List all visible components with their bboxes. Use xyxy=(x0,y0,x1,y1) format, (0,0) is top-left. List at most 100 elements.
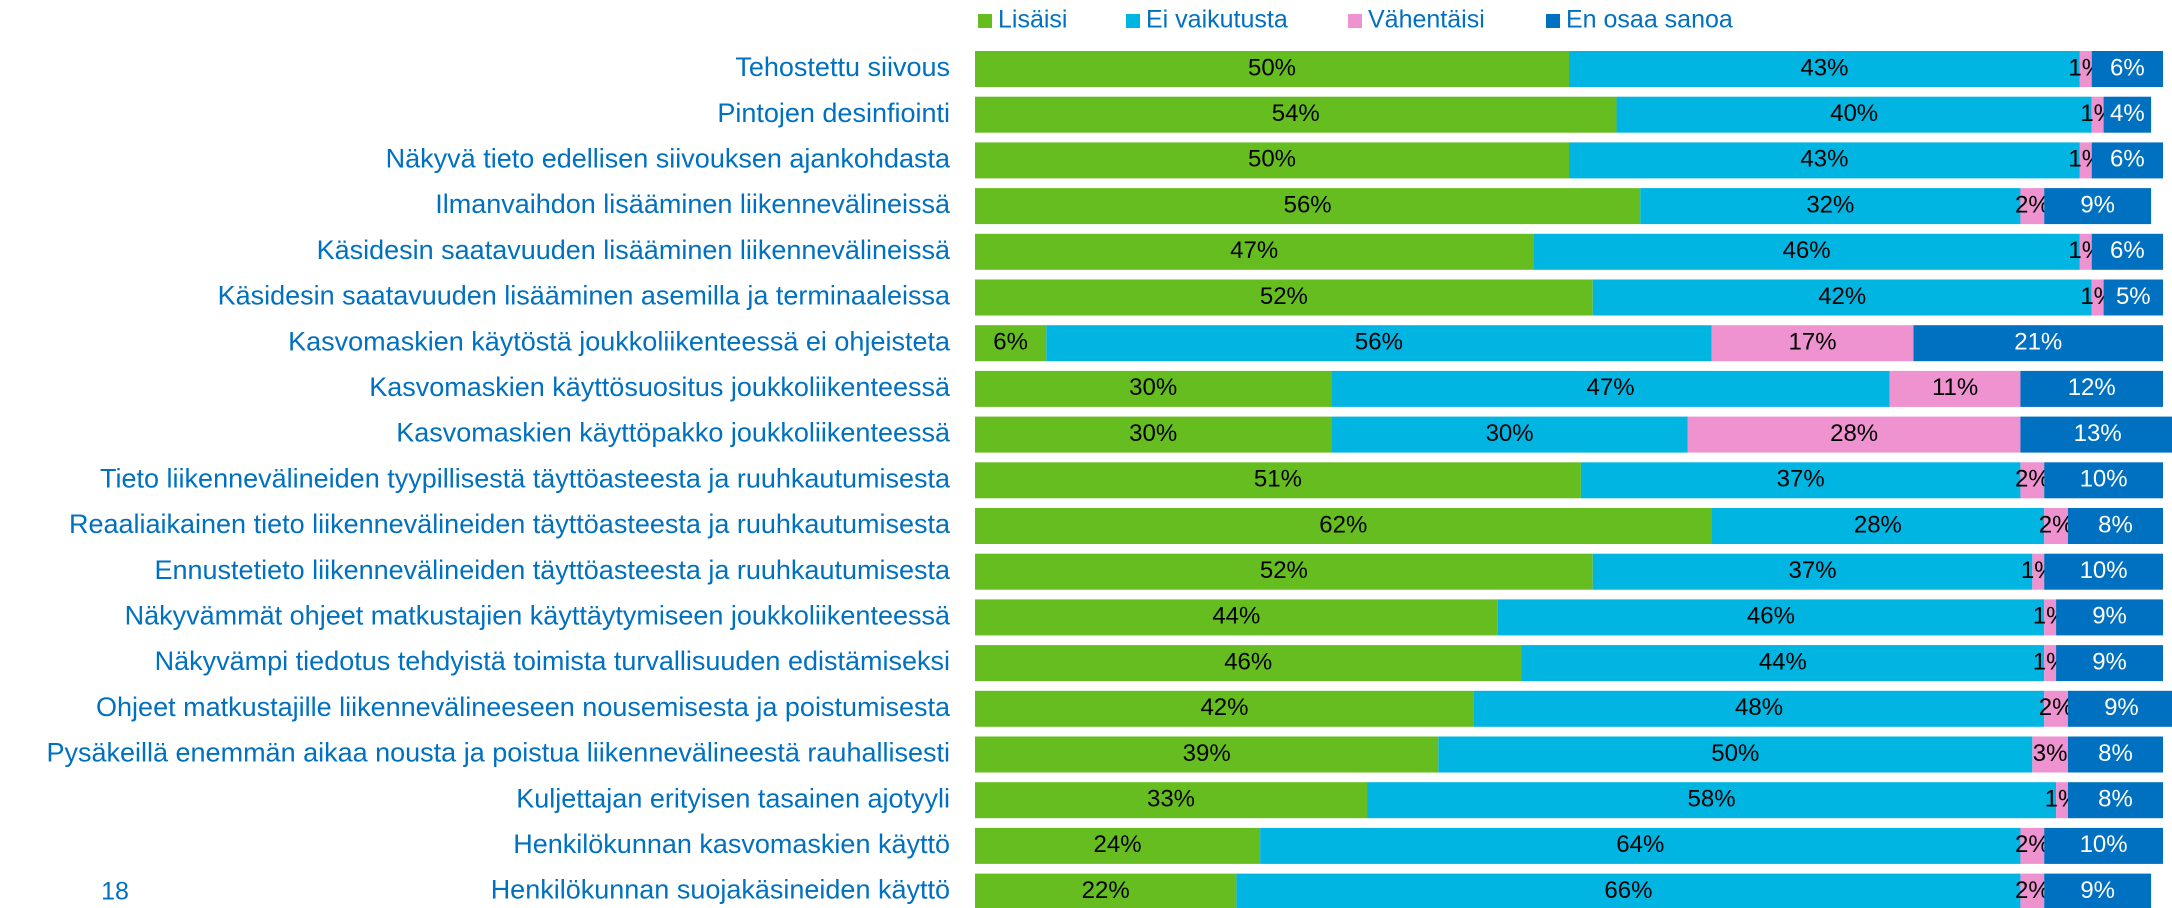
bar-segment xyxy=(1580,462,2021,499)
bar-segment xyxy=(1331,416,1688,453)
bar-segment xyxy=(2079,51,2092,87)
category-label: Kuljettajan erityisen tasainen ajotyyli xyxy=(516,783,950,813)
data-label: 46% xyxy=(1747,603,1795,630)
bar-segment xyxy=(2067,508,2163,544)
bar-segment xyxy=(2056,599,2163,636)
data-label: 64% xyxy=(1616,831,1664,858)
bar-segment xyxy=(1640,188,2021,225)
bar-segment xyxy=(1260,827,2021,864)
legend-swatch xyxy=(1546,14,1560,28)
bar-segment xyxy=(975,462,1581,499)
data-label: 2% xyxy=(2015,831,2050,858)
bar-segment xyxy=(1616,96,2092,133)
data-label: 48% xyxy=(1735,694,1783,721)
category-label: Henkilökunnan kasvomaskien käyttö xyxy=(513,829,950,859)
legend-swatch xyxy=(978,14,992,28)
bar-segment xyxy=(1569,142,2080,179)
data-label: 47% xyxy=(1587,374,1635,401)
category-label: Tieto liikennevälineiden tyypillisestä t… xyxy=(100,463,951,493)
data-label: 2% xyxy=(2015,466,2050,493)
category-label: Pintojen desinfiointi xyxy=(717,98,950,128)
data-label: 21% xyxy=(2014,329,2062,356)
bar-segment xyxy=(2044,599,2057,636)
data-label: 6% xyxy=(2110,237,2145,264)
bar-segment xyxy=(1046,325,1712,362)
data-label: 44% xyxy=(1759,648,1807,675)
bar-segment xyxy=(2056,645,2163,682)
bar-segment xyxy=(2044,645,2057,682)
bar-segment xyxy=(1592,553,2033,590)
data-label: 46% xyxy=(1783,237,1831,264)
legend-label: Lisäisi xyxy=(998,6,1067,34)
bar-segment xyxy=(2020,416,2172,453)
data-label: 40% xyxy=(1830,100,1878,127)
data-label: 17% xyxy=(1789,329,1837,356)
data-label: 2% xyxy=(2039,694,2074,721)
bar-segment xyxy=(975,690,1474,727)
data-label: 10% xyxy=(2080,831,2128,858)
data-label: 46% xyxy=(1224,648,1272,675)
data-label: 5% xyxy=(2116,283,2151,310)
data-label: 2% xyxy=(2039,511,2074,538)
bar-segment xyxy=(2079,233,2092,270)
category-label: Ennustetieto liikennevälineiden täyttöas… xyxy=(155,555,951,585)
bar-segment xyxy=(2091,233,2163,270)
data-label: 10% xyxy=(2080,466,2128,493)
bar-segment xyxy=(975,188,1641,225)
data-label: 3% xyxy=(2033,740,2068,767)
data-label: 50% xyxy=(1248,146,1296,173)
data-label: 43% xyxy=(1800,54,1848,81)
bar-segment xyxy=(2044,827,2163,864)
data-label: 11% xyxy=(1932,374,1978,401)
bar-segment xyxy=(2067,690,2172,727)
data-label: 30% xyxy=(1129,420,1177,447)
data-label: 9% xyxy=(2080,191,2115,218)
bar-segment xyxy=(2091,142,2163,179)
category-label: Reaaliaikainen tieto liikennevälineiden … xyxy=(69,509,951,539)
bar-segment xyxy=(1913,325,2163,362)
bar-segment xyxy=(2020,370,2163,407)
bar-segment xyxy=(2091,96,2104,133)
data-label: 10% xyxy=(2080,557,2128,584)
category-label: Kasvomaskien käyttöpakko joukkoliikentee… xyxy=(396,418,951,448)
bar-segment xyxy=(1521,645,2045,682)
data-label: 52% xyxy=(1260,283,1308,310)
data-label: 9% xyxy=(2080,877,2115,904)
bar-segment xyxy=(1569,51,2080,87)
data-label: 33% xyxy=(1147,786,1195,813)
bar-segment xyxy=(1711,325,1914,362)
data-label: 8% xyxy=(2098,511,2133,538)
data-label: 39% xyxy=(1183,740,1231,767)
bar-segment xyxy=(1533,233,2080,270)
bar-segment xyxy=(975,645,1522,682)
bar-segment xyxy=(975,233,1534,270)
data-label: 9% xyxy=(2092,648,2127,675)
bar-segment xyxy=(975,279,1593,316)
data-label: 24% xyxy=(1094,831,1142,858)
data-label: 30% xyxy=(1129,374,1177,401)
legend-swatch xyxy=(1348,14,1362,28)
bar-segment xyxy=(2103,279,2163,316)
data-label: 62% xyxy=(1319,511,1367,538)
category-label: Käsidesin saatavuuden lisääminen liikenn… xyxy=(317,235,951,265)
bar-segment xyxy=(975,325,1047,362)
data-label: 2% xyxy=(2015,877,2050,904)
data-label: 12% xyxy=(2068,374,2116,401)
bar-segment xyxy=(2091,51,2163,87)
category-label: Pysäkeillä enemmän aikaa nousta ja poist… xyxy=(46,738,950,768)
data-label: 32% xyxy=(1806,191,1854,218)
bar-segment xyxy=(2020,462,2045,499)
data-label: 9% xyxy=(2092,603,2127,630)
page-number: 18 xyxy=(101,878,129,906)
bar-segment xyxy=(1497,599,2045,636)
bar-segment xyxy=(2067,736,2163,773)
bar-segment xyxy=(2020,188,2045,225)
bar-segment xyxy=(1687,416,2021,453)
bar-segment xyxy=(2103,96,2152,133)
category-label: Kasvomaskien käyttösuositus joukkoliiken… xyxy=(369,372,951,402)
bar-segment xyxy=(975,827,1261,864)
data-label: 8% xyxy=(2098,740,2133,767)
data-label: 51% xyxy=(1254,466,1302,493)
bar-segment xyxy=(2044,690,2068,727)
